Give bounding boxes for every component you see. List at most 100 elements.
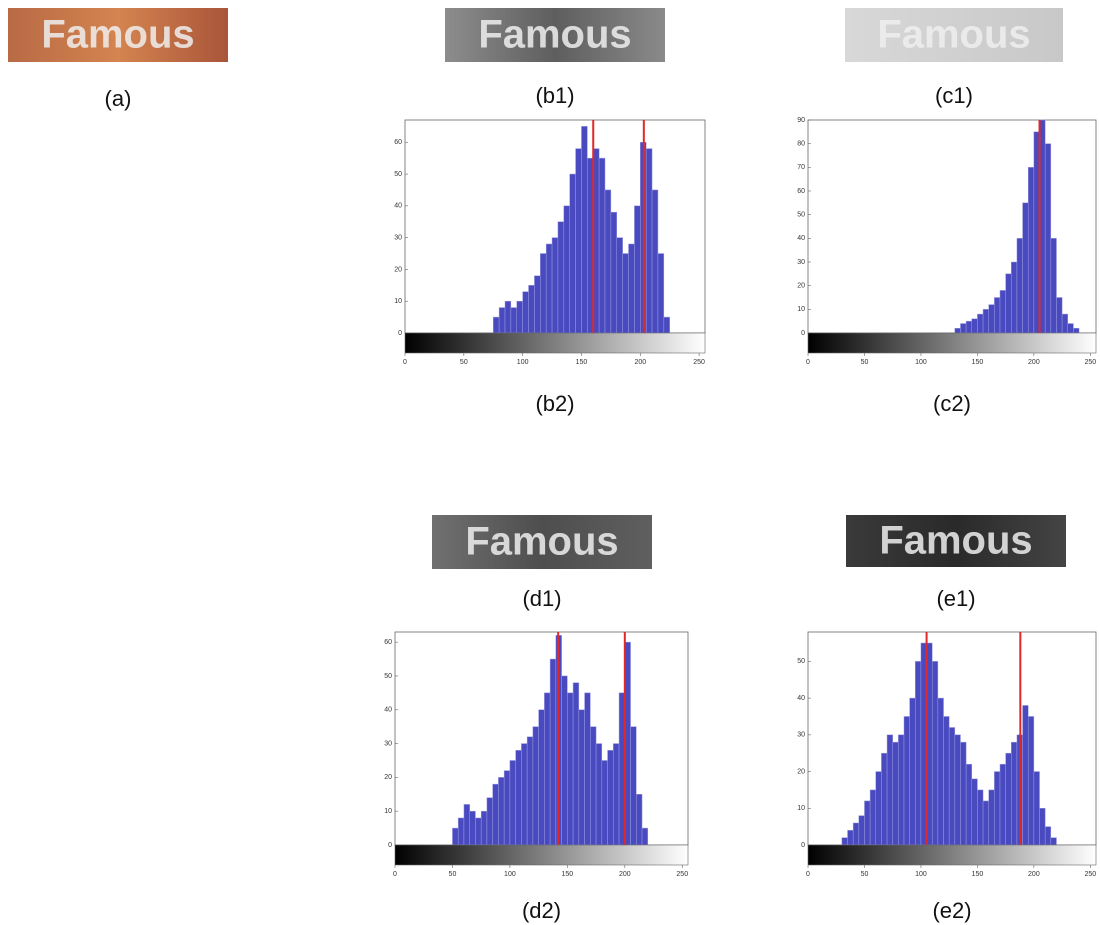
y-tick-label: 50: [394, 171, 402, 178]
y-tick-label: 30: [797, 732, 805, 739]
bar: [960, 323, 967, 334]
bar: [544, 692, 551, 846]
x-tick-label: 100: [517, 359, 529, 366]
y-tick-label: 0: [398, 330, 402, 337]
bar: [1027, 716, 1035, 846]
bar: [954, 328, 961, 334]
bar: [475, 817, 482, 846]
y-tick-label: 90: [797, 117, 805, 124]
image-word: Famous: [41, 13, 194, 57]
x-tick-label: 0: [806, 359, 810, 366]
y-tick-label: 20: [394, 266, 402, 273]
bar: [628, 243, 635, 334]
bar: [1011, 741, 1018, 846]
bar: [657, 253, 665, 334]
bar: [498, 307, 506, 334]
x-tick-label: 250: [1085, 359, 1097, 366]
colorbar: [807, 844, 1097, 866]
bar: [909, 697, 916, 846]
bar: [634, 205, 641, 334]
bar: [943, 716, 950, 846]
y-tick-label: 60: [394, 139, 402, 146]
bar: [504, 300, 512, 334]
bar: [645, 148, 653, 334]
x-tick-label: 100: [504, 871, 516, 878]
y-tick-label: 40: [394, 203, 402, 210]
bar: [651, 189, 659, 334]
colorbar: [807, 332, 1097, 354]
word-image: [445, 8, 665, 62]
bar: [1073, 328, 1080, 334]
y-tick-label: 10: [797, 306, 805, 313]
bar: [630, 726, 637, 846]
x-tick-label: 100: [915, 871, 927, 878]
bar: [598, 157, 606, 334]
bar: [613, 743, 620, 846]
y-tick-label: 30: [394, 234, 402, 241]
bar: [549, 658, 557, 846]
bar: [515, 750, 522, 846]
bar: [1067, 323, 1074, 334]
word-image: [8, 8, 228, 62]
bar: [457, 817, 465, 846]
bar: [567, 692, 574, 846]
bar: [999, 290, 1006, 334]
bar: [982, 309, 989, 334]
y-tick-label: 50: [384, 673, 392, 680]
bar: [486, 797, 493, 846]
bar: [971, 778, 978, 846]
bar: [572, 682, 580, 846]
y-tick-label: 70: [797, 164, 805, 171]
bar: [948, 727, 956, 846]
y-tick-label: 60: [384, 639, 392, 646]
x-tick-label: 150: [972, 871, 984, 878]
y-tick-label: 50: [797, 658, 805, 665]
bar: [937, 697, 944, 846]
x-tick-label: 250: [693, 359, 705, 366]
bar: [892, 741, 899, 846]
x-tick-label: 0: [806, 871, 810, 878]
image-word: Famous: [879, 519, 1032, 563]
image-caption: (b1): [535, 83, 574, 108]
bar: [498, 777, 505, 846]
bar: [954, 734, 961, 846]
bar: [540, 253, 547, 334]
bar: [982, 800, 989, 846]
word-image: [845, 8, 1063, 62]
bar: [521, 743, 528, 846]
bar: [510, 307, 518, 334]
y-tick-label: 0: [801, 842, 805, 849]
bar: [534, 275, 541, 334]
x-tick-label: 200: [619, 871, 631, 878]
bar: [616, 237, 623, 334]
bar: [545, 243, 553, 334]
word-image: [432, 515, 652, 569]
y-tick-label: 40: [384, 707, 392, 714]
bar: [988, 789, 995, 846]
y-tick-label: 50: [797, 212, 805, 219]
bar: [503, 770, 511, 846]
bar: [852, 822, 860, 846]
bar: [994, 297, 1001, 334]
bar: [881, 752, 888, 846]
bar: [886, 734, 893, 846]
bar: [903, 716, 910, 846]
bar: [452, 827, 459, 846]
bar: [601, 760, 608, 846]
bar: [595, 743, 603, 846]
word-image: [846, 515, 1066, 567]
x-tick-label: 0: [393, 871, 397, 878]
bar: [1005, 752, 1012, 846]
bar: [965, 320, 973, 334]
bar: [999, 763, 1006, 846]
bar: [960, 741, 967, 846]
chart-caption: (c2): [933, 391, 971, 416]
bar: [1056, 297, 1063, 334]
bar: [526, 736, 534, 846]
bar: [532, 726, 539, 846]
y-tick-label: 10: [394, 298, 402, 305]
bar: [1027, 167, 1035, 334]
bar: [869, 789, 877, 846]
bar: [641, 827, 649, 846]
